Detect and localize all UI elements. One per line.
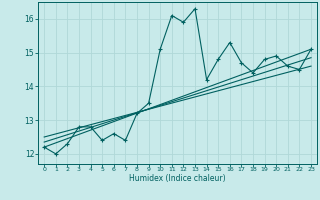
X-axis label: Humidex (Indice chaleur): Humidex (Indice chaleur)	[129, 174, 226, 183]
